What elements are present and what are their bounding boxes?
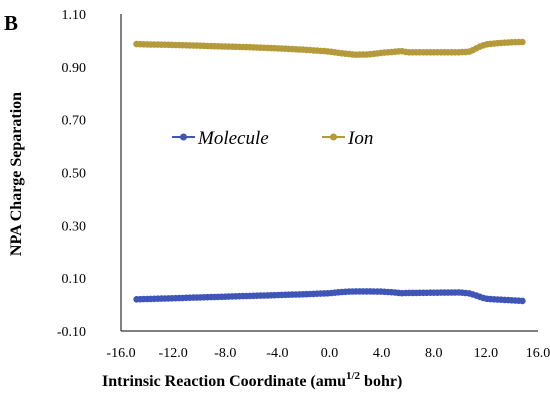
legend-item-ion: Ion xyxy=(322,128,373,149)
x-tick-label: 4.0 xyxy=(373,346,391,361)
y-tick-label: -0.10 xyxy=(57,325,86,340)
panel-label: B xyxy=(4,11,18,35)
data-point-ion xyxy=(519,38,526,46)
series-molecule xyxy=(133,288,526,305)
x-axis-title-suffix: bohr) xyxy=(360,373,402,390)
data-point-molecule xyxy=(519,297,526,305)
legend-marker-ion xyxy=(330,133,337,141)
x-axis-title-superscript: 1/2 xyxy=(346,370,361,382)
legend-label-molecule: Molecule xyxy=(197,128,269,149)
x-tick-label: -16.0 xyxy=(106,346,135,361)
x-tick-labels: -16.0 -12.0 -8.0 -4.0 0.0 4.0 8.0 12.0 16.0 xyxy=(106,346,550,361)
y-tick-label: 0.70 xyxy=(62,114,87,129)
y-tick-label: 0.90 xyxy=(62,61,87,76)
y-axis-title: NPA Charge Separation xyxy=(8,92,25,256)
x-tick-label: 16.0 xyxy=(526,346,550,361)
legend-item-molecule: Molecule xyxy=(172,128,269,149)
legend-label-ion: Ion xyxy=(347,128,373,149)
y-tick-label: 0.30 xyxy=(62,219,87,234)
y-tick-label: 1.10 xyxy=(62,8,87,23)
plot-area: -0.10 0.10 0.30 0.50 0.70 0.90 1.10 -16.0 -12.0… xyxy=(57,8,550,361)
x-tick-label: 12.0 xyxy=(474,346,499,361)
series-ion xyxy=(133,38,526,58)
x-tick-label: 8.0 xyxy=(425,346,443,361)
y-tick-label: 0.50 xyxy=(62,167,87,182)
x-tick-label: -8.0 xyxy=(214,346,236,361)
y-tick-labels: -0.10 0.10 0.30 0.50 0.70 0.90 1.10 xyxy=(57,8,86,340)
legend-marker-molecule xyxy=(180,133,187,141)
series-layer xyxy=(133,38,526,305)
x-tick-label: -4.0 xyxy=(266,346,288,361)
y-tick-label: 0.10 xyxy=(62,272,87,287)
x-tick-label: 0.0 xyxy=(321,346,339,361)
legend: Molecule Ion xyxy=(172,128,373,149)
x-tick-label: -12.0 xyxy=(159,346,188,361)
x-axis-title-base: Intrinsic Reaction Coordinate (amu xyxy=(102,373,346,390)
x-axis-title: Intrinsic Reaction Coordinate (amu1/2 bo… xyxy=(102,370,402,390)
